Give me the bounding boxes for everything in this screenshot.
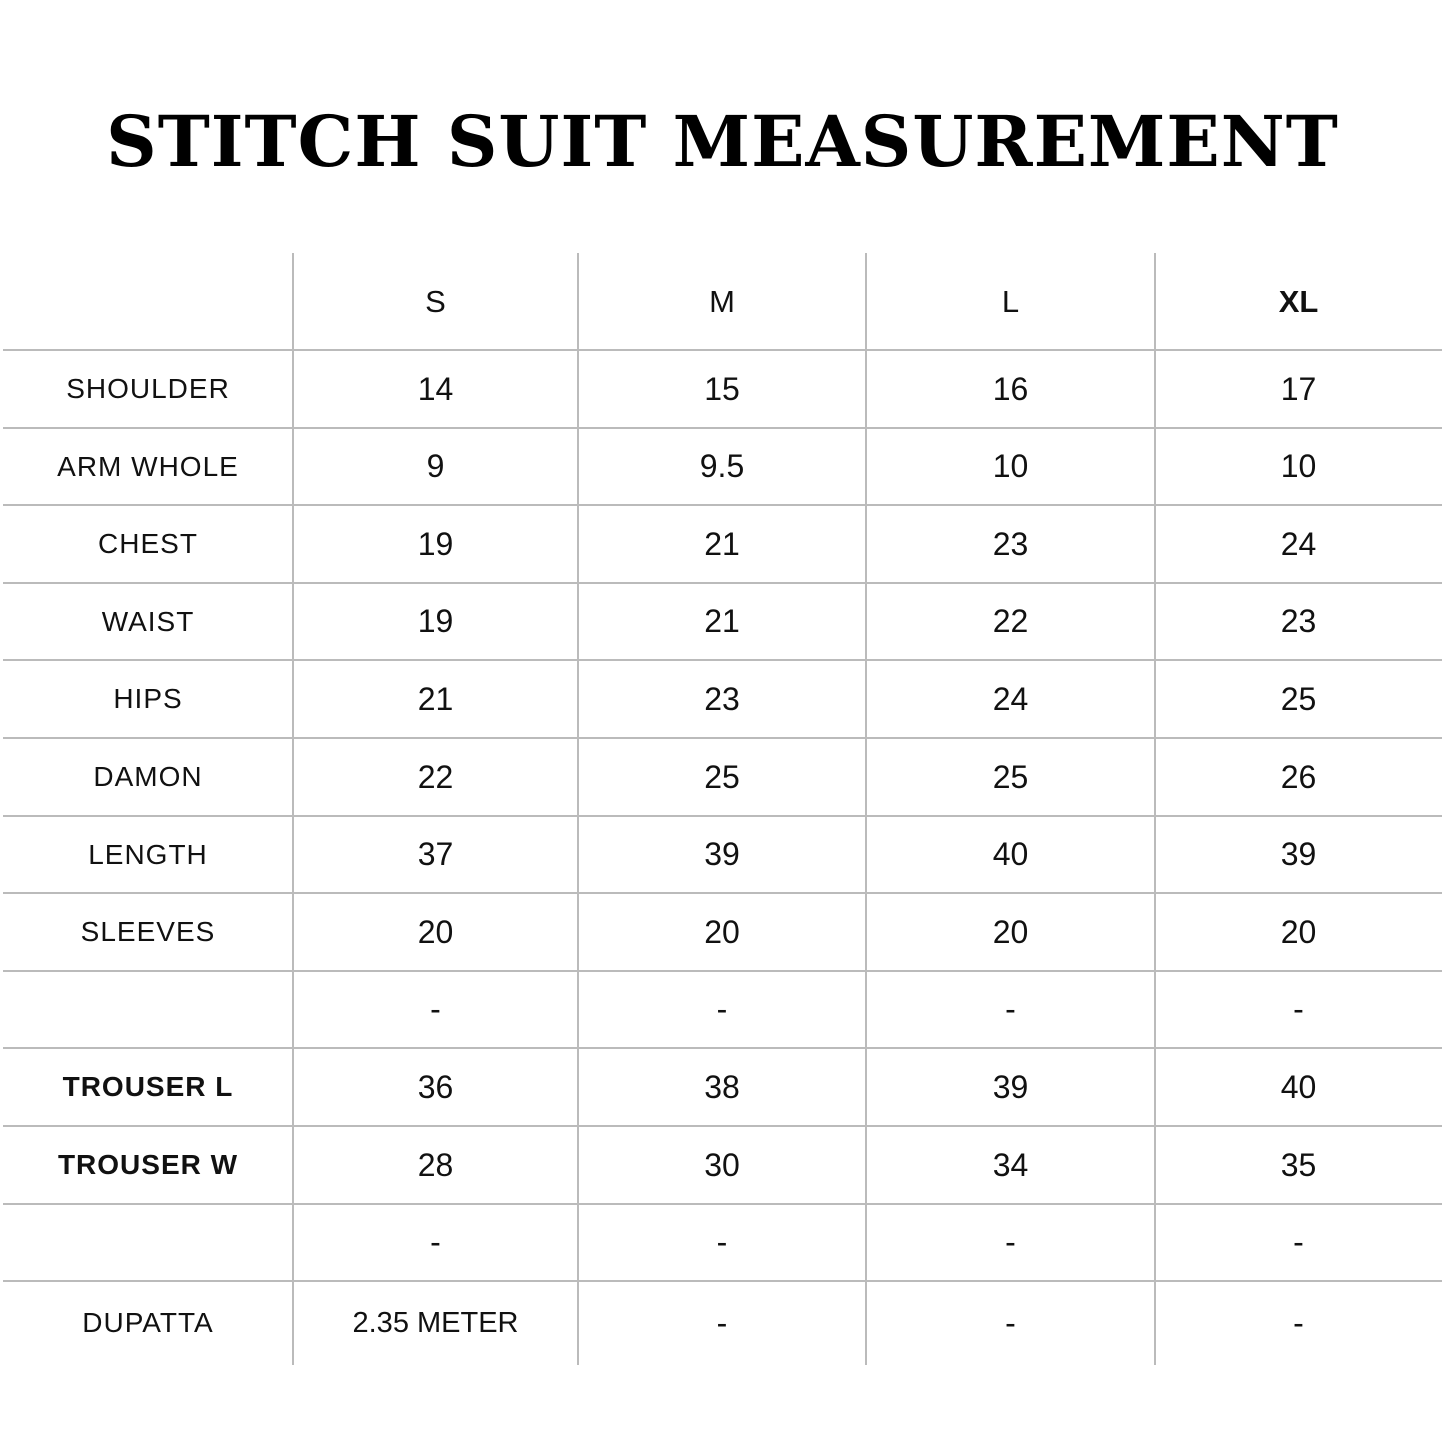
table-cell: 39: [992, 1068, 1029, 1105]
table-cell: 10: [992, 448, 1029, 484]
column-header-xl: XL: [1278, 283, 1319, 319]
row-divider: [3, 1280, 1442, 1282]
table-cell: -: [716, 991, 728, 1027]
row-divider: [3, 970, 1442, 972]
table-cell: -: [1293, 1304, 1304, 1341]
row-divider: [3, 659, 1442, 661]
table-cell: 39: [1280, 836, 1317, 872]
table-cell: 20: [992, 913, 1029, 950]
table-cell: 24: [992, 680, 1029, 717]
table-cell: -: [1005, 1224, 1016, 1260]
row-divider: [3, 427, 1442, 429]
row-label: SLEEVES: [80, 916, 216, 947]
column-divider: [1154, 253, 1156, 1365]
row-divider: [3, 1125, 1442, 1127]
row-divider: [3, 1047, 1442, 1049]
table-cell: 25: [992, 758, 1029, 795]
table-cell: 17: [1280, 370, 1317, 407]
table-cell: -: [716, 1304, 728, 1341]
page-title: STITCH SUIT MEASUREMENT: [106, 100, 1339, 183]
table-cell: 22: [417, 758, 454, 795]
table-cell: -: [430, 1224, 441, 1260]
table-cell: 39: [704, 836, 740, 872]
table-cell: 38: [704, 1068, 740, 1105]
row-divider: [3, 737, 1442, 739]
row-divider: [3, 815, 1442, 817]
row-divider: [3, 892, 1442, 894]
column-header-l: L: [1001, 283, 1020, 319]
row-label: DUPATTA: [82, 1307, 214, 1338]
table-cell: 34: [992, 1146, 1029, 1183]
table-cell: 2.35 METER: [352, 1306, 519, 1339]
table-cell: 20: [417, 913, 454, 950]
row-label: TROUSER W: [57, 1149, 239, 1180]
table-cell: -: [1293, 991, 1304, 1027]
row-label: TROUSER L: [62, 1071, 234, 1102]
row-label: HIPS: [113, 683, 183, 714]
table-cell: 16: [992, 370, 1029, 407]
row-label: ARM WHOLE: [57, 450, 239, 482]
column-header-s: S: [425, 283, 446, 319]
column-divider: [292, 253, 294, 1365]
row-divider: [3, 1203, 1442, 1205]
table-cell: -: [1005, 1304, 1016, 1341]
table-cell: 22: [992, 603, 1029, 639]
table-cell: -: [1005, 991, 1016, 1027]
table-cell: 14: [417, 370, 454, 407]
table-cell: 19: [417, 603, 454, 639]
table-cell: -: [430, 991, 441, 1027]
table-cell: 21: [704, 603, 740, 639]
row-label: WAIST: [101, 605, 195, 637]
table-cell: 28: [417, 1146, 454, 1183]
row-divider: [3, 349, 1442, 351]
table-cell: 9: [426, 448, 445, 484]
table-cell: 20: [704, 913, 740, 950]
column-divider: [865, 253, 867, 1365]
row-label: [3, 1204, 293, 1281]
table-cell: 40: [992, 836, 1029, 872]
table-cell: 25: [1280, 680, 1317, 717]
table-cell: 21: [417, 680, 454, 717]
table-cell: 21: [704, 525, 740, 562]
table-cell: 19: [417, 525, 454, 562]
table-cell: 9.5: [699, 448, 745, 484]
row-divider: [3, 582, 1442, 584]
table-cell: 26: [1280, 758, 1317, 795]
table-cell: 24: [1280, 525, 1317, 562]
table-cell: -: [716, 1224, 728, 1260]
table-cell: 25: [704, 758, 740, 795]
row-label: LENGTH: [88, 838, 208, 870]
table-cell: -: [1293, 1224, 1304, 1260]
table-cell: 10: [1280, 448, 1317, 484]
table-cell: 30: [704, 1146, 740, 1183]
table-cell: 40: [1280, 1068, 1317, 1105]
table-cell: 20: [1280, 913, 1317, 950]
row-label: CHEST: [98, 528, 198, 559]
table-cell: 23: [704, 680, 740, 717]
table-cell: 23: [992, 525, 1029, 562]
table-cell: 37: [417, 836, 454, 872]
row-label: DAMON: [93, 761, 203, 792]
row-label: SHOULDER: [66, 373, 230, 404]
table-cell: 35: [1280, 1146, 1317, 1183]
table-cell: 23: [1280, 603, 1317, 639]
row-label: [3, 971, 293, 1048]
column-divider: [577, 253, 579, 1365]
row-divider: [3, 504, 1442, 506]
column-header-m: M: [709, 283, 735, 319]
table-cell: 15: [704, 370, 740, 407]
table-cell: 36: [417, 1068, 454, 1105]
